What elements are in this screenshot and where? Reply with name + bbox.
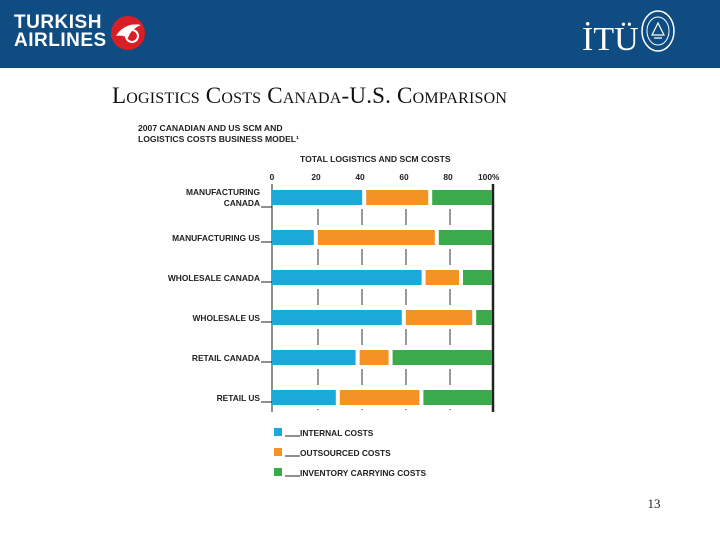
bar-segment	[272, 310, 402, 325]
bar-segment	[405, 310, 473, 325]
bar-segment	[272, 190, 363, 205]
legend-label: INTERNAL COSTS	[300, 428, 374, 438]
brand-line-1: TURKISH	[14, 12, 102, 33]
bar-segment	[476, 310, 492, 325]
bar-segment	[423, 390, 492, 405]
bar-segment	[317, 230, 435, 245]
airline-brand-name: TURKISH AIRLINES	[14, 12, 107, 51]
category-label: CANADA	[224, 198, 260, 208]
legend-label: OUTSOURCED COSTS	[300, 448, 391, 458]
bar-segment	[438, 230, 492, 245]
bar-segment	[463, 270, 492, 285]
university-logo-text: İTÜ	[582, 21, 639, 58]
bar-segment	[432, 190, 492, 205]
legend-swatch	[274, 468, 282, 476]
category-label: WHOLESALE US	[193, 313, 261, 323]
category-label: RETAIL US	[217, 393, 261, 403]
category-label: MANUFACTURING US	[172, 233, 260, 243]
chart-heading-line-1: 2007 CANADIAN AND US SCM AND	[138, 123, 283, 133]
brand-line-2: AIRLINES	[14, 30, 107, 51]
category-label: WHOLESALE CANADA	[168, 273, 260, 283]
bar-segment	[392, 350, 492, 365]
chart-title: TOTAL LOGISTICS AND SCM COSTS	[300, 154, 451, 164]
bar-segment	[425, 270, 459, 285]
bar-segment	[339, 390, 420, 405]
x-tick-label: 80	[443, 172, 453, 182]
airline-logo-icon	[111, 16, 145, 50]
bar-segment	[359, 350, 389, 365]
category-label: RETAIL CANADA	[192, 353, 260, 363]
legend-swatch	[274, 428, 282, 436]
bar-segment	[272, 270, 422, 285]
bar-segment	[366, 190, 429, 205]
bar-segment	[272, 390, 336, 405]
x-tick-label: 0	[270, 172, 275, 182]
x-tick-label: 20	[311, 172, 321, 182]
x-tick-label: 100%	[478, 172, 500, 182]
x-tick-label: 60	[399, 172, 409, 182]
page-number: 13	[647, 496, 661, 511]
slide-title: Logistics Costs Canada-U.S. Comparison	[112, 83, 508, 108]
legend-swatch	[274, 448, 282, 456]
category-label: MANUFACTURING	[186, 187, 260, 197]
legend-label: INVENTORY CARRYING COSTS	[300, 468, 427, 478]
chart-heading: 2007 CANADIAN AND US SCM AND LOGISTICS C…	[138, 123, 299, 145]
x-tick-label: 40	[355, 172, 365, 182]
bar-segment	[272, 230, 314, 245]
chart-heading-line-2: LOGISTICS COSTS BUSINESS MODEL¹	[138, 134, 299, 144]
bar-segment	[272, 350, 356, 365]
university-seal-icon	[641, 10, 675, 52]
